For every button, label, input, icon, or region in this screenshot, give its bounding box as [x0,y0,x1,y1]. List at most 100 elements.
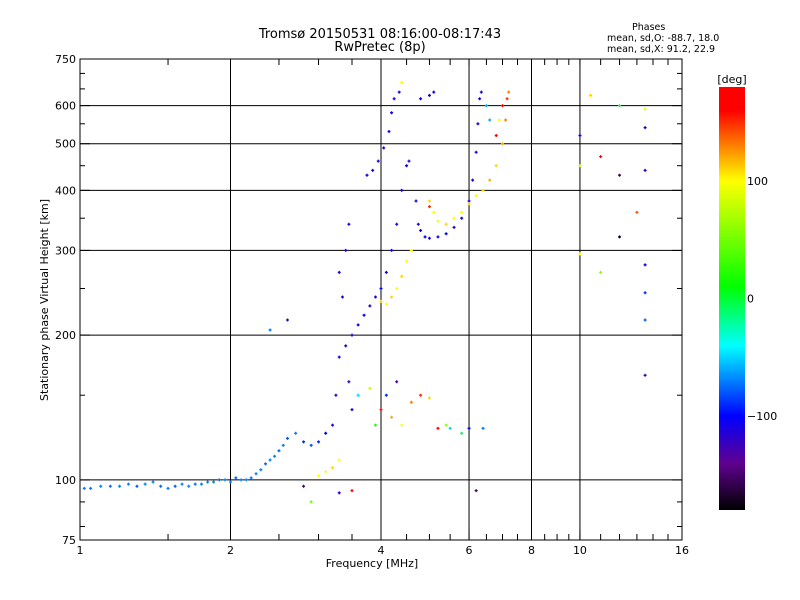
data-point [501,104,505,108]
data-point [82,486,86,490]
data-point [350,333,354,337]
data-point [444,232,448,236]
data-point [476,122,480,126]
data-point [229,480,232,484]
data-point [309,443,313,447]
x-tick-label: 16 [675,544,689,557]
data-point [436,235,440,239]
data-point [384,270,388,274]
data-point [643,318,647,322]
y-tick-label: 200 [55,329,76,342]
data-point [414,199,418,203]
data-point [467,199,471,203]
data-point [350,408,354,412]
data-point [578,134,582,138]
axes: 1 2 4 6 8 10 16 75 100 200 300 400 500 600 750 [55,53,689,557]
data-point [409,400,413,404]
data-point [432,90,436,94]
data-point [460,210,464,214]
data-point [365,173,369,177]
y-axis-label: Stationary phase Virtual Height [km] [38,199,51,401]
data-point [484,104,488,108]
data-point [432,210,436,214]
data-point [390,111,394,115]
data-point [143,482,147,486]
colorbar-tick-label: 100 [747,175,768,188]
data-point [423,235,427,239]
data-point [497,118,501,122]
data-point [436,219,440,223]
data-point [234,476,238,480]
data-point [504,118,508,122]
data-point [390,248,394,252]
data-point [419,97,423,101]
data-point [249,476,253,480]
x-tick-label: 2 [227,544,234,557]
data-point [259,468,263,472]
data-point [444,423,448,427]
data-point [494,134,498,138]
colorbar: [deg] 100 0 −100 [717,73,777,510]
data-point [281,443,285,447]
data-point [397,90,401,94]
data-point [344,344,348,348]
data-point [395,222,399,226]
phase-stats-heading: Phases [632,22,666,33]
data-point [200,482,204,486]
data-point [223,478,227,482]
data-point [212,480,216,484]
data-point [488,118,492,122]
data-point [317,474,321,478]
data-point [344,248,348,252]
data-point [471,178,475,182]
phase-stats-x: mean, sd,X: 91.2, 22.9 [607,44,716,55]
y-tick-label: 500 [55,138,76,151]
data-point [488,178,492,182]
data-point [643,263,647,267]
data-point [277,449,281,453]
y-tick-label: 100 [55,474,76,487]
data-point [368,304,372,308]
colorbar-tick-label: −100 [747,410,777,423]
data-point [285,318,289,322]
data-point [374,295,378,299]
data-point [135,484,139,488]
data-point [337,355,341,359]
data-point [409,248,413,252]
data-point [400,423,404,427]
data-point [217,478,221,482]
data-point [206,480,210,484]
data-point [193,482,197,486]
data-point [578,164,582,168]
x-tick-label: 10 [573,544,587,557]
data-point [505,97,509,101]
colorbar-label: [deg] [717,73,746,86]
data-point [481,426,485,430]
data-point [452,225,456,229]
data-point [379,286,383,290]
data-point [474,150,478,154]
data-point [481,188,485,192]
data-point [589,93,593,97]
grid-lines [80,59,682,540]
data-point [427,93,431,97]
colorbar-tick-label: 0 [747,293,754,306]
y-tick-label: 75 [62,534,76,547]
data-point [436,426,440,430]
data-point [494,164,498,168]
data-point [331,466,335,470]
data-point [294,431,298,435]
x-tick-label: 4 [378,544,385,557]
data-point [264,462,268,466]
data-point [173,484,177,488]
data-point [599,155,603,159]
y-tick-label: 600 [55,100,76,113]
data-point [467,426,471,430]
data-point [599,270,603,274]
data-point [395,380,399,384]
data-point [427,205,431,209]
data-point [347,222,351,226]
data-point [427,199,431,203]
data-point [384,302,388,306]
x-tick-label: 1 [77,544,84,557]
